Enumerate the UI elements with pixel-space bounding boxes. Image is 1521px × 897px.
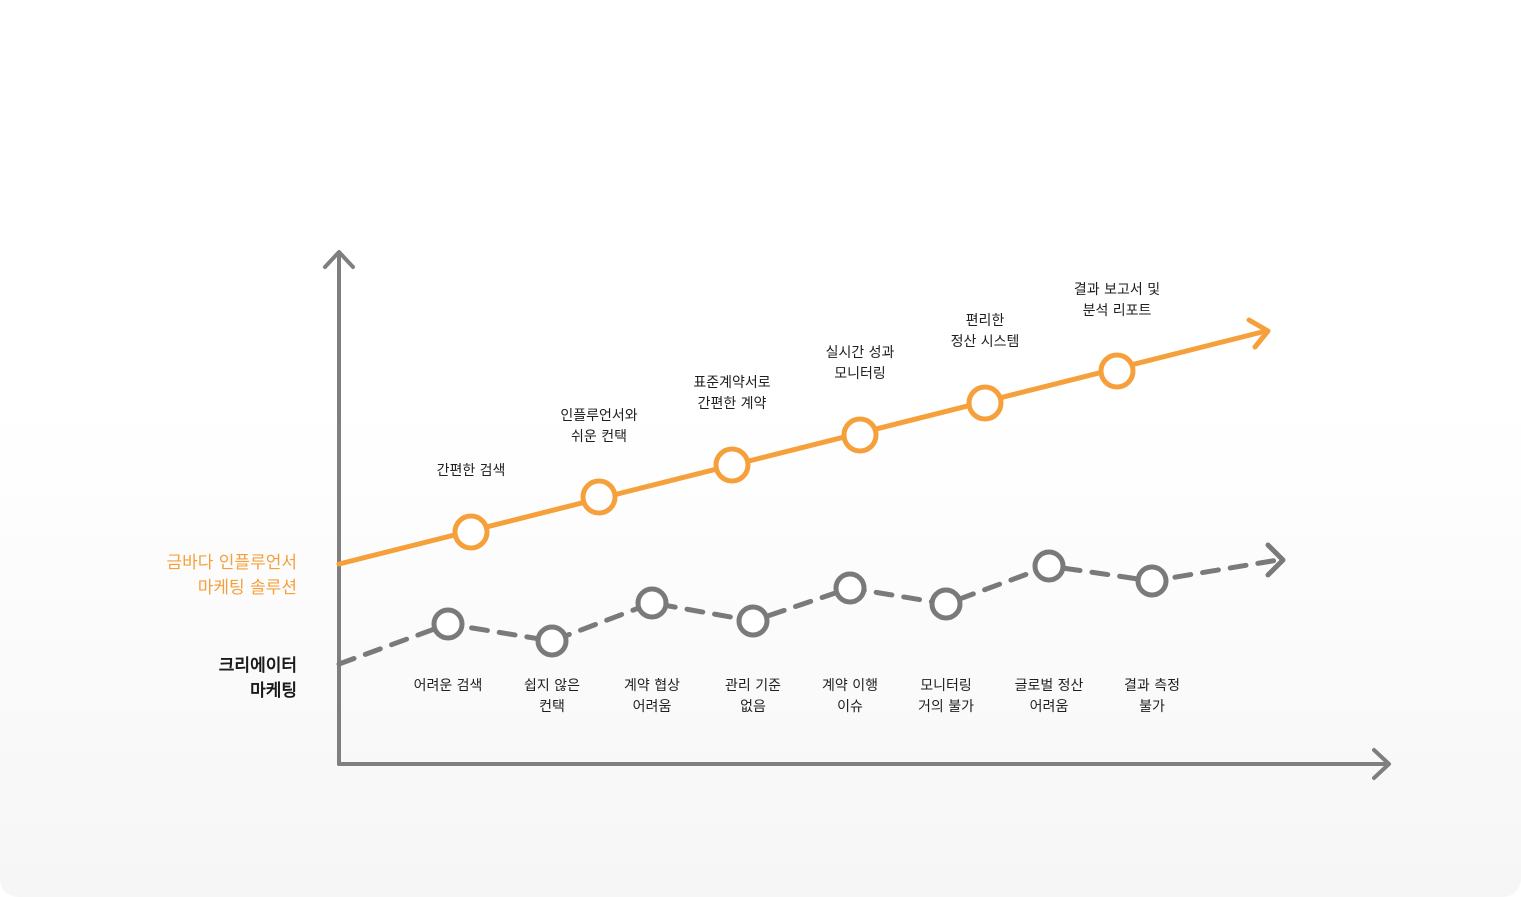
creator-issue-text: 어려움	[632, 699, 672, 715]
solution-step-text: 표준계약서로	[693, 375, 771, 391]
solution-step-text: 간편한 검색	[436, 463, 506, 479]
y-axis	[323, 250, 355, 766]
creator-issue-text: 계약 협상	[624, 678, 680, 694]
creator-marker	[535, 624, 569, 658]
creator-marker	[736, 604, 770, 638]
creator-marker	[929, 587, 963, 621]
creator-marker	[635, 586, 669, 620]
creator-marker	[833, 571, 867, 605]
solution-step-text: 분석 리포트	[1082, 303, 1152, 319]
solution-step-label: 간편한 검색	[437, 461, 506, 482]
solution-marker	[841, 416, 879, 454]
creator-issue-label: 계약 협상 어려움	[624, 676, 680, 718]
solution-marker	[1098, 352, 1136, 390]
solution-step-text: 편리한	[965, 313, 1005, 329]
creator-issue-text: 어려움	[1029, 699, 1069, 715]
solution-step-text: 간편한 계약	[697, 396, 767, 412]
legend-creator: 크리에이터 마케팅	[219, 654, 297, 704]
solution-step-text: 모니터링	[834, 366, 886, 382]
creator-marker	[431, 607, 465, 641]
solution-step-text: 쉬운 컨택	[571, 429, 627, 445]
solution-marker	[713, 446, 751, 484]
creator-issue-text: 거의 불가	[918, 699, 974, 715]
creator-issue-label: 관리 기준 없음	[725, 676, 781, 718]
creator-issue-label: 쉽지 않은 컨택	[524, 676, 580, 718]
solution-step-label: 실시간 성과 모니터링	[826, 343, 895, 385]
solution-step-label: 결과 보고서 및 분석 리포트	[1074, 280, 1160, 322]
legend-creator-line1: 크리에이터	[218, 656, 297, 676]
legend-solution-line1: 금바다 인플루언서	[166, 553, 297, 573]
creator-issue-text: 계약 이행	[822, 678, 878, 694]
solution-marker	[966, 384, 1004, 422]
solution-marker	[580, 478, 618, 516]
solution-step-text: 결과 보고서 및	[1073, 282, 1161, 298]
creator-issue-text: 글로벌 정산	[1014, 678, 1084, 694]
solution-step-label: 표준계약서로 간편한 계약	[693, 373, 770, 415]
creator-issue-text: 불가	[1139, 699, 1165, 715]
legend-creator-line2: 마케팅	[250, 681, 297, 701]
creator-issue-text: 어려운 검색	[413, 678, 483, 694]
solution-step-text: 인플루언서와	[560, 408, 638, 424]
creator-marker	[1135, 564, 1169, 598]
creator-issue-text: 없음	[740, 699, 766, 715]
creator-issue-label: 글로벌 정산 어려움	[1015, 676, 1084, 718]
solution-step-label: 편리한 정산 시스템	[951, 311, 1020, 353]
creator-marker	[1032, 549, 1066, 583]
creator-issue-label: 결과 측정 불가	[1124, 676, 1180, 718]
creator-issue-text: 결과 측정	[1124, 678, 1180, 694]
creator-issue-label: 모니터링 거의 불가	[918, 676, 974, 718]
creator-issue-text: 모니터링	[920, 678, 972, 694]
creator-issue-label: 계약 이행 이슈	[822, 676, 878, 718]
creator-line	[336, 542, 1286, 667]
creator-issue-text: 컨택	[539, 699, 565, 715]
creator-issue-text: 이슈	[837, 699, 863, 715]
legend-solution-line2: 마케팅 솔루션	[197, 578, 297, 598]
solution-step-text: 정산 시스템	[950, 334, 1020, 350]
solution-step-text: 실시간 성과	[825, 345, 895, 361]
solution-step-label: 인플루언서와 쉬운 컨택	[560, 406, 637, 448]
solution-marker	[452, 513, 490, 551]
creator-issue-label: 어려운 검색	[414, 676, 483, 697]
x-axis	[337, 748, 1391, 780]
creator-issue-text: 관리 기준	[725, 678, 781, 694]
creator-issue-text: 쉽지 않은	[524, 678, 580, 694]
legend-solution: 금바다 인플루언서 마케팅 솔루션	[166, 551, 297, 601]
